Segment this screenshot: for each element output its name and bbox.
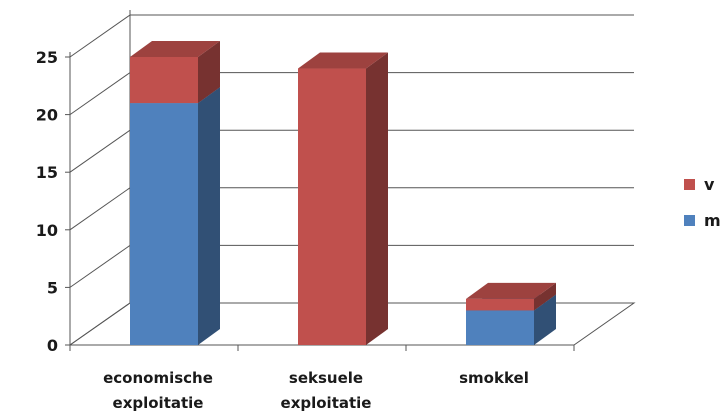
y-tick-label: 5: [47, 278, 58, 297]
legend: vm: [684, 175, 721, 230]
y-axis: 0 5 10 15 20 25: [36, 48, 575, 355]
bar-side-m-0: [198, 87, 220, 345]
category-label: exploitatie: [281, 394, 372, 412]
y-tick-label: 0: [47, 336, 58, 355]
bar-side-v-1: [366, 52, 388, 346]
legend-swatch-v: [684, 179, 695, 190]
bar-m-0: [130, 103, 198, 345]
bar-m-2: [466, 310, 534, 345]
bar-side-m-2: [534, 294, 556, 345]
bar-top-v-0: [130, 41, 220, 57]
legend-swatch-m: [684, 215, 695, 226]
bar-v-0: [130, 57, 198, 104]
x-axis-labels: economische exploitatie seksuele exploitati…: [103, 369, 529, 412]
legend-label-m: m: [704, 211, 721, 230]
gridline-side: [69, 244, 131, 288]
legend-label-v: v: [704, 175, 715, 194]
bar-top-v-1: [298, 52, 388, 69]
bar-top-v-2: [466, 282, 556, 299]
category-label: smokkel: [459, 369, 529, 387]
bar-v-1: [298, 68, 366, 346]
gridline-side: [69, 129, 131, 173]
gridline-side: [69, 72, 131, 116]
category-label: economische: [103, 369, 213, 387]
y-tick-label: 20: [36, 106, 58, 125]
y-tick-label: 15: [36, 163, 58, 182]
bar-side-v-0: [198, 41, 220, 104]
y-tick-label: 25: [36, 48, 58, 67]
bar-v-2: [466, 298, 534, 311]
bar-side-v-2: [534, 282, 556, 311]
bars: [130, 41, 556, 346]
y-tick-label: 10: [36, 221, 58, 240]
gridline-side: [69, 187, 131, 231]
gridline-side: [69, 14, 131, 58]
category-label: seksuele: [289, 369, 363, 387]
category-label: exploitatie: [113, 394, 204, 412]
gridline-side: [69, 302, 131, 346]
